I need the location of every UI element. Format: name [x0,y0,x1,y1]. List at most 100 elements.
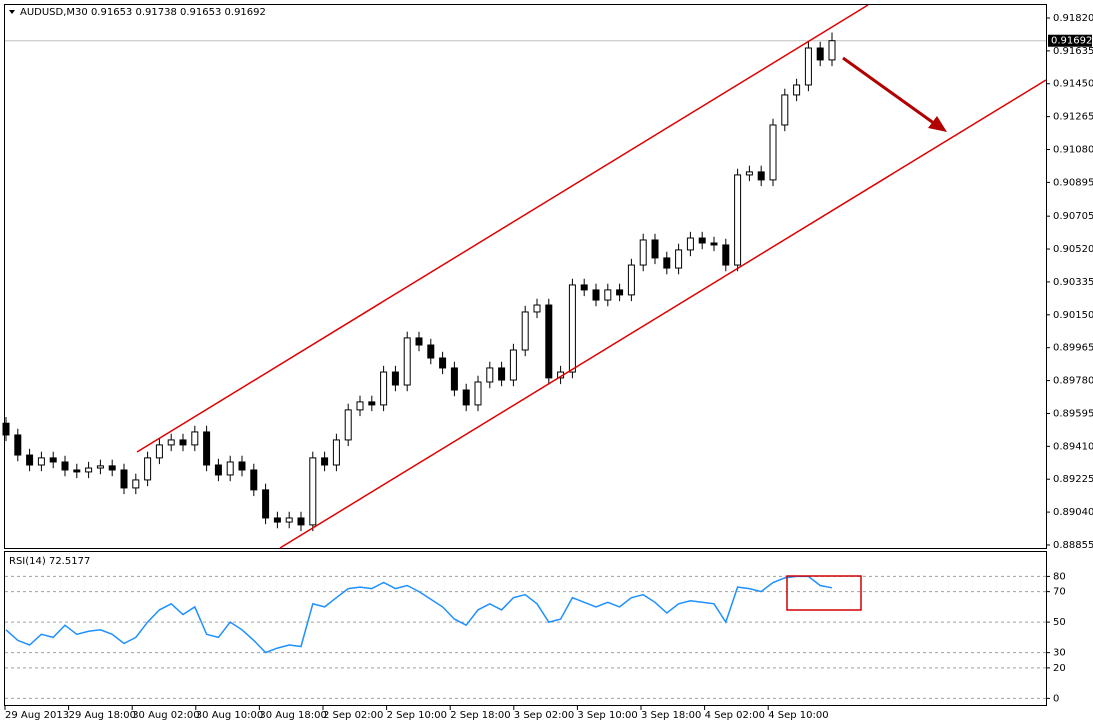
candle-body [816,47,824,61]
rsi-title: RSI(14) 72.5177 [9,556,90,567]
y-tick-label: 0.90705 [1053,211,1093,222]
x-tick-label: 2 Sep 18:00 [450,710,510,721]
candle-body [793,84,801,96]
y-tick-label: 0.90895 [1053,177,1093,188]
channel-lower [279,79,1047,549]
y-tick-label: 80 [1053,571,1066,582]
candle-body [675,249,683,269]
candle-body [580,284,588,291]
y-tick-label: 70 [1053,587,1066,598]
candle-body [191,431,199,446]
candle-body [781,94,789,126]
channel-upper [136,4,869,453]
y-tick-label: 0.90150 [1053,310,1093,321]
y-tick-label: 30 [1053,648,1066,659]
x-tick-label: 30 Aug 18:00 [259,710,326,721]
candle-body [321,457,329,466]
y-tick-label: 0.89595 [1053,408,1093,419]
y-tick-label: 0.91265 [1053,112,1093,123]
candle-body [462,389,470,406]
candle-body [250,469,258,491]
rsi-highlight-box [786,575,862,611]
arrow-shaft [842,56,936,126]
candle-body [167,439,175,446]
candle-body [297,517,305,526]
candle-body [769,124,777,181]
candle-body [85,467,93,473]
candle-body [96,465,104,469]
x-tick-label: 29 Aug 2013 [5,710,69,721]
candle-body [521,311,529,351]
x-tick-label: 3 Sep 02:00 [514,710,574,721]
y-tick-label: 0.89410 [1053,441,1093,452]
candle-body [616,289,624,296]
x-tick-label: 30 Aug 10:00 [196,710,263,721]
y-tick-label: 0.88855 [1053,540,1093,551]
candle-body [734,174,742,266]
candle-body [745,171,753,176]
candle-body [427,344,435,359]
candle-body [61,461,69,471]
candle-body [203,431,211,466]
candle-body [26,454,34,466]
candle-body [698,237,706,244]
candle-body [380,371,388,406]
candle-body [710,242,718,246]
candle-body [108,465,116,471]
y-tick-label: 50 [1053,617,1066,628]
candle-body [568,284,576,373]
y-tick-label: 0 [1053,693,1059,704]
candle-body [238,461,246,471]
y-tick-label: 0.90520 [1053,244,1093,255]
y-tick-label: 0.91635 [1053,46,1093,57]
candle-body [722,244,730,266]
candle-body [262,489,270,519]
candle-body [509,349,517,381]
candle-body [415,337,423,346]
menu-triangle [9,10,15,14]
candle-body [651,239,659,259]
candle-body [226,461,234,476]
candle-body [804,47,812,86]
y-tick-label: 0.89225 [1053,474,1093,485]
y-tick-label: 0.91450 [1053,79,1093,90]
candle-body [37,457,45,466]
x-tick-label: 3 Sep 10:00 [577,710,637,721]
candle-body [686,237,694,251]
candle-body [332,439,340,466]
candle-body [285,517,293,523]
x-tick-label: 2 Sep 10:00 [387,710,447,721]
arrow-head [928,116,947,132]
candle-body [179,439,187,446]
price-panel [4,4,1047,549]
y-tick-label: 20 [1053,663,1066,674]
rsi-line [5,575,833,654]
candle-body [604,289,612,301]
marks: 0.91820 0.91635 0.91450 0.91265 0.91080 0.908… [2,13,1093,721]
y-tick-label: 0.89040 [1053,507,1093,518]
candle-body [49,457,57,463]
candle-body [474,381,482,406]
candle-body [73,469,81,473]
candle-body [592,289,600,301]
candle-body [144,457,152,481]
candle-body [309,457,317,526]
y-tick-label: 0.89780 [1053,376,1093,387]
y-tick-label: 0.91820 [1053,13,1093,24]
last-price-label: 0.91692 [1051,36,1092,47]
candle-body [368,401,376,406]
candle-body [273,517,281,523]
candle-body [828,40,836,61]
rsi-panel [4,551,1047,706]
x-tick-label: 3 Sep 18:00 [641,710,701,721]
candle-body [155,444,163,459]
x-tick-label: 30 Aug 02:00 [132,710,199,721]
candle-body [663,257,671,269]
x-tick-label: 4 Sep 02:00 [705,710,765,721]
candle-body [2,422,10,436]
last-price-box [1048,34,1092,47]
x-tick-label: 4 Sep 10:00 [768,710,828,721]
candle-body [14,434,22,456]
candle-body [545,304,553,379]
